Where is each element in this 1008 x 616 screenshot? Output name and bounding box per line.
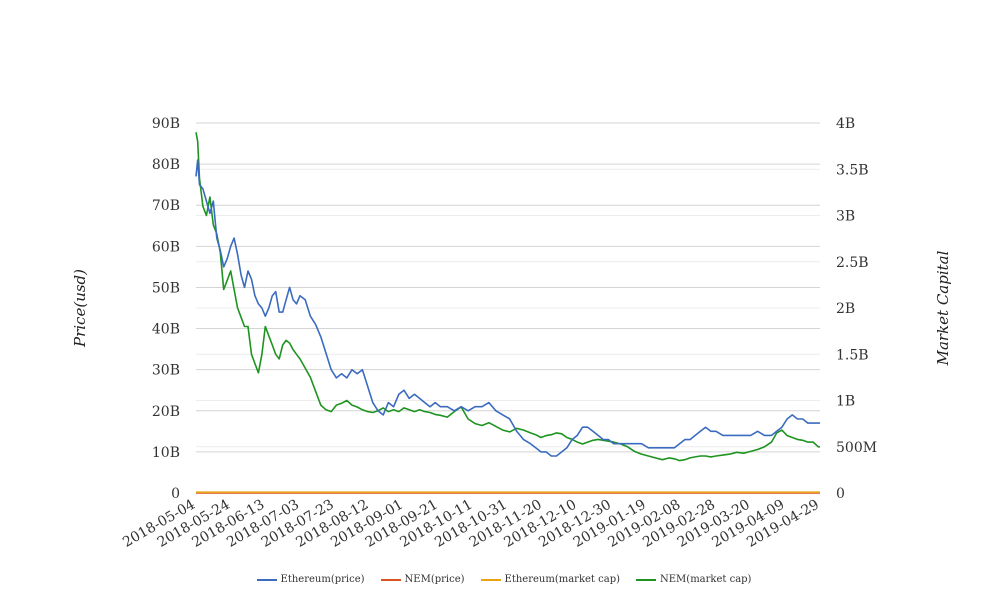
y2-tick-label: 500M xyxy=(836,440,877,456)
legend-item[interactable]: NEM(price) xyxy=(380,574,465,585)
series-line xyxy=(195,132,820,462)
y2-tick-label: 2B xyxy=(836,301,855,317)
legend-swatch xyxy=(380,578,401,581)
y2-tick-label: 4B xyxy=(836,116,855,132)
y-tick-label: 70B xyxy=(152,198,180,214)
x-axis-ticks: 2018-05-042018-05-242018-06-132018-07-03… xyxy=(120,497,822,551)
y-axis-ticks: 0 10B 20B 30B 40B 50B 60B 70B 80B 90B xyxy=(152,116,180,502)
legend-swatch xyxy=(480,578,501,581)
y2-tick-label: 3.5B xyxy=(836,162,869,178)
y-tick-label: 40B xyxy=(152,322,180,338)
series-lines xyxy=(195,132,820,494)
legend-item[interactable]: NEM(market cap) xyxy=(636,574,751,585)
y-tick-label: 20B xyxy=(152,404,180,420)
y2-tick-label: 2.5B xyxy=(836,255,869,271)
y-tick-label: 50B xyxy=(152,280,180,296)
legend-label: NEM(price) xyxy=(404,574,465,585)
legend-swatch xyxy=(636,578,656,581)
y-axis-title: Price(usd) xyxy=(71,269,89,348)
y-tick-label: 10B xyxy=(152,445,180,461)
legend-label: Ethereum(market cap) xyxy=(504,574,620,585)
y2-tick-label: 3B xyxy=(836,209,855,225)
y2-axis-title: Market Capital xyxy=(934,250,952,366)
legend-item[interactable]: Ethereum(price) xyxy=(256,574,365,585)
y-tick-label: 0 xyxy=(171,486,180,502)
y-tick-label: 30B xyxy=(152,363,180,379)
legend-label: NEM(market cap) xyxy=(660,574,752,585)
legend: Ethereum(price) NEM(price) Ethereum(market… xyxy=(0,574,1008,585)
legend-swatch xyxy=(256,578,277,581)
series-line xyxy=(195,159,820,457)
y-tick-label: 90B xyxy=(152,116,180,132)
y2-tick-label: 1B xyxy=(836,394,855,410)
legend-label: Ethereum(price) xyxy=(280,574,365,585)
gridlines xyxy=(196,122,820,494)
y2-tick-label: 1.5B xyxy=(836,347,869,363)
y2-tick-label: 0 xyxy=(836,486,845,502)
y-tick-label: 60B xyxy=(152,239,180,255)
y2-axis-ticks: 0 500M 1B 1.5B 2B 2.5B 3B 3.5B 4B xyxy=(836,116,877,502)
y-tick-label: 80B xyxy=(152,157,180,173)
legend-item[interactable]: Ethereum(market cap) xyxy=(480,574,620,585)
